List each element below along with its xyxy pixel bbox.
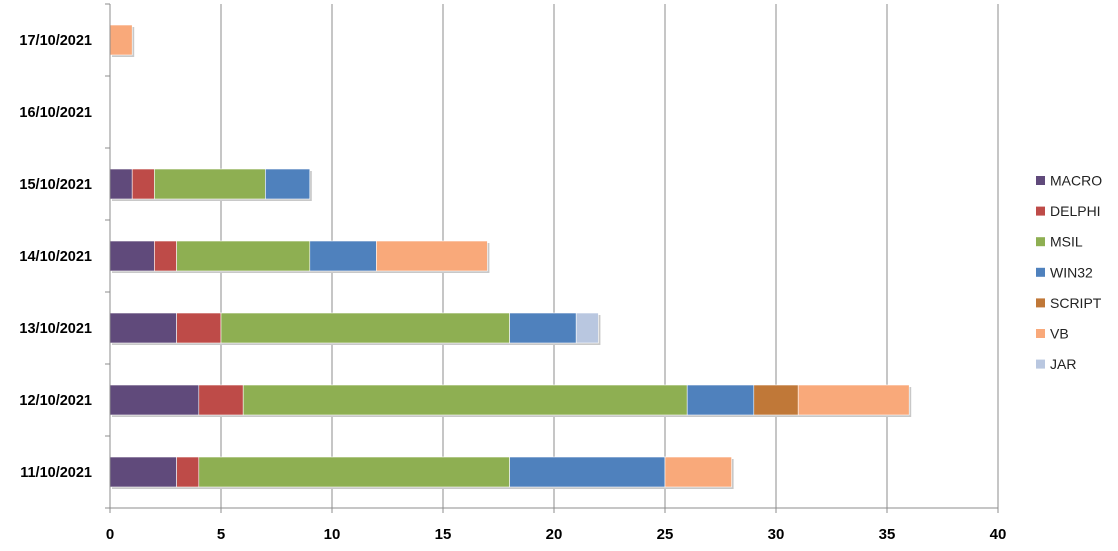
y-tick-label: 14/10/2021 bbox=[19, 249, 92, 265]
bar-segment-script bbox=[753, 384, 799, 416]
legend-label-win32: WIN32 bbox=[1050, 264, 1093, 280]
bar-segment-msil bbox=[198, 456, 510, 488]
bar-segment-macro bbox=[109, 384, 200, 416]
x-tick-label: 25 bbox=[657, 526, 674, 543]
bar-segment-delphi bbox=[154, 240, 177, 272]
legend-swatch-macro bbox=[1036, 176, 1045, 185]
bar-segment-win32 bbox=[309, 240, 377, 272]
bar-segment-macro bbox=[109, 240, 155, 272]
legend-swatch-win32 bbox=[1036, 267, 1045, 277]
bar-segment-vb bbox=[797, 384, 910, 416]
x-tick-label: 15 bbox=[435, 526, 452, 543]
legend-label-jar: JAR bbox=[1050, 356, 1076, 372]
legend-swatch-delphi bbox=[1036, 206, 1045, 216]
bar-segment-win32 bbox=[265, 168, 311, 200]
bar-segment-delphi bbox=[176, 456, 200, 488]
bars bbox=[109, 24, 912, 489]
x-tick-labels: 0 5 10 15 20 25 30 35 40 bbox=[106, 526, 1007, 543]
bar-segment-vb bbox=[109, 24, 133, 56]
bar-segment-macro bbox=[109, 168, 133, 200]
legend-swatch-jar bbox=[1036, 359, 1045, 369]
y-tick-label: 15/10/2021 bbox=[19, 177, 92, 193]
bar-segment-delphi bbox=[198, 384, 244, 416]
bar-segment-msil bbox=[220, 312, 510, 344]
legend-label-macro: MACRO bbox=[1050, 173, 1102, 189]
x-tick-label: 0 bbox=[106, 526, 114, 543]
legend-swatch-script bbox=[1036, 298, 1045, 308]
bar-segment-macro bbox=[109, 456, 177, 488]
legend-label-script: SCRIPT bbox=[1050, 295, 1102, 311]
bar-segment-jar bbox=[575, 312, 599, 344]
axes bbox=[105, 3, 999, 513]
x-tick-label: 40 bbox=[990, 526, 1007, 543]
bar-segment-delphi bbox=[176, 312, 222, 344]
legend-label-msil: MSIL bbox=[1050, 234, 1083, 250]
bar-segment-msil bbox=[176, 240, 311, 272]
legend-swatch-vb bbox=[1036, 329, 1045, 338]
bar-segment-win32 bbox=[509, 312, 577, 344]
bar-segment-delphi bbox=[131, 168, 155, 200]
y-tick-label: 17/10/2021 bbox=[19, 33, 92, 49]
y-tick-labels: 11/10/2021 12/10/2021 13/10/2021 14/10/2021… bbox=[19, 33, 92, 481]
y-tick-label: 11/10/2021 bbox=[20, 465, 92, 481]
x-tick-label: 30 bbox=[768, 526, 785, 543]
y-tick-label: 13/10/2021 bbox=[19, 321, 92, 337]
bar-segment-vb bbox=[664, 456, 732, 488]
x-tick-label: 5 bbox=[217, 526, 225, 543]
bar-segment-msil bbox=[242, 384, 688, 416]
y-tick-label: 12/10/2021 bbox=[19, 393, 92, 409]
legend-label-vb: VB bbox=[1050, 326, 1069, 342]
x-tick-label: 10 bbox=[324, 526, 341, 543]
bar-segment-macro bbox=[109, 312, 177, 344]
x-tick-label: 35 bbox=[879, 526, 896, 543]
bar-segment-vb bbox=[376, 240, 488, 272]
legend: MACRO DELPHI MSIL WIN32 SCRIPT VB JAR bbox=[1036, 173, 1102, 372]
y-tick-label: 16/10/2021 bbox=[19, 105, 92, 121]
bar-segment-msil bbox=[154, 168, 266, 200]
x-tick-label: 20 bbox=[546, 526, 563, 543]
legend-label-delphi: DELPHI bbox=[1050, 203, 1101, 219]
legend-swatch-msil bbox=[1036, 237, 1045, 247]
bar-segment-win32 bbox=[686, 384, 755, 416]
bar-segment-win32 bbox=[509, 456, 666, 488]
